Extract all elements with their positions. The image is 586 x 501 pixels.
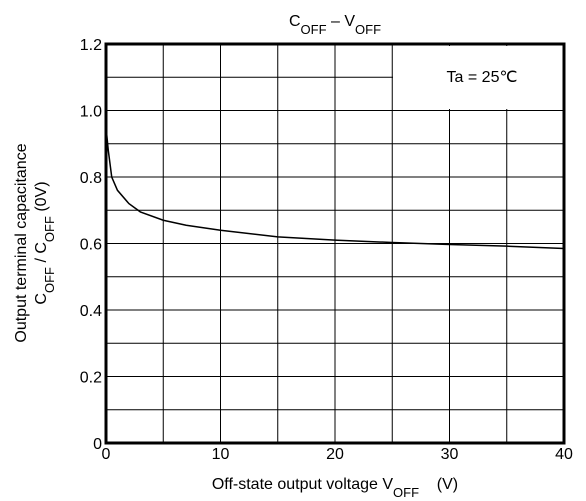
x-tick-label: 20 [326,446,344,463]
x-axis-label-part: Off-state output voltage V [212,476,393,493]
y-axis-label: COFF / COFF (0V) [33,181,57,304]
plot-frame [104,42,566,445]
y-axis-label-part: OFF [42,216,57,242]
x-axis-label-part: (V) [419,476,458,493]
x-tick-label: 10 [212,446,230,463]
y-axis-label-part: (0V) [33,181,50,216]
x-axis-label-part: OFF [393,485,419,500]
chart-title-part: – V [327,13,356,30]
chart-title-part: OFF [355,22,381,37]
y-tick-label: 0 [93,436,102,453]
y-axis-label-part: OFF [42,267,57,293]
x-tick-label: 0 [102,446,111,463]
y-axis-label-part: / C [33,242,50,267]
grid [106,44,564,443]
data-line [105,127,565,250]
y-tick-label: 1.2 [80,37,102,54]
y-tick-label: 0.2 [80,370,102,387]
annotation: Ta = 25℃ [447,69,518,86]
annotation-box [393,46,563,109]
chart-title-part: OFF [301,22,327,37]
x-tick-label: 40 [555,446,573,463]
y-axis-label-part: C [33,293,50,305]
chart-title-part: C [289,13,301,30]
x-tick-label: 30 [441,446,459,463]
y-tick-label: 0.8 [80,170,102,187]
y-tick-label: 0.6 [80,237,102,254]
y-tick-label: 0.4 [80,303,102,320]
y-tick-label: 1.0 [80,104,102,121]
chart-title: COFF – VOFF [289,13,381,37]
x-axis-label: Off-state output voltage VOFF (V) [212,476,458,500]
y-axis-label-part: Output terminal capacitance [13,143,30,342]
y-axis-label: Output terminal capacitance [13,143,30,342]
